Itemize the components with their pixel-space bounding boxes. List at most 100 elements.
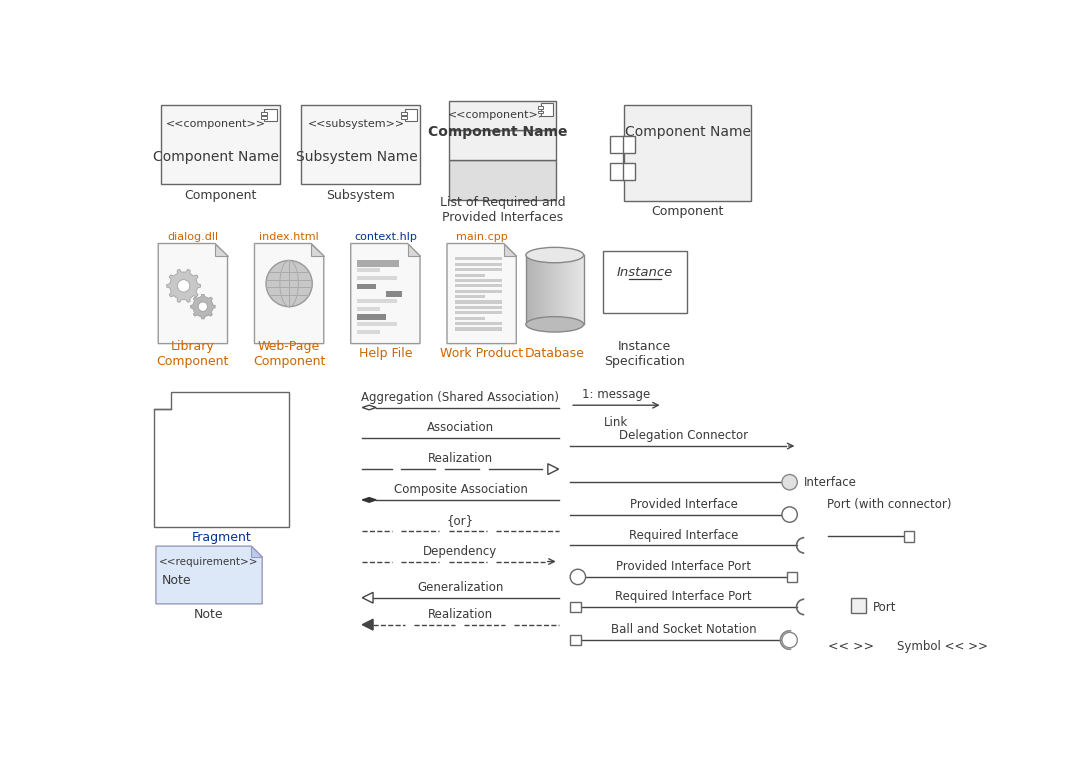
Bar (262, 116, 267, 118)
Polygon shape (215, 244, 228, 256)
Text: Port: Port (872, 601, 896, 614)
Text: dialog.dll: dialog.dll (167, 233, 218, 243)
Polygon shape (312, 244, 324, 256)
Circle shape (570, 569, 585, 584)
Bar (401, 116, 407, 118)
Polygon shape (362, 619, 373, 630)
Text: {or}: {or} (447, 514, 474, 527)
Text: Link: Link (604, 416, 629, 429)
Text: << >>: << >> (828, 640, 874, 653)
Text: Web-Page
Component: Web-Page Component (253, 340, 325, 368)
Text: Required Interface: Required Interface (629, 528, 738, 541)
Bar (262, 112, 267, 114)
Text: Interface: Interface (803, 475, 857, 489)
Bar (265, 109, 277, 121)
Polygon shape (156, 546, 263, 604)
Bar (448, 101, 556, 131)
Bar (455, 295, 485, 298)
Text: Component Name: Component Name (154, 150, 279, 164)
Bar (455, 284, 502, 287)
Text: Note: Note (194, 608, 223, 621)
Bar (401, 112, 407, 114)
Bar (455, 289, 502, 293)
Bar (610, 163, 634, 180)
Text: context.hlp: context.hlp (354, 233, 416, 243)
Polygon shape (252, 546, 263, 557)
Bar (455, 279, 502, 282)
Text: Note: Note (162, 574, 192, 587)
Text: Realization: Realization (428, 608, 493, 621)
Bar (448, 159, 556, 200)
Text: main.cpp: main.cpp (456, 233, 508, 243)
Polygon shape (362, 592, 373, 603)
Text: Required Interface Port: Required Interface Port (616, 590, 752, 603)
Bar (455, 317, 485, 320)
Bar (356, 330, 380, 334)
Polygon shape (167, 269, 201, 303)
Text: Dependency: Dependency (423, 545, 497, 558)
Bar (455, 322, 502, 325)
Bar (603, 251, 687, 313)
Bar (537, 107, 543, 109)
Bar (448, 131, 556, 159)
Ellipse shape (525, 247, 583, 263)
Bar (356, 314, 386, 320)
Bar (455, 328, 502, 331)
Polygon shape (254, 244, 324, 344)
Text: Ball and Socket Notation: Ball and Socket Notation (610, 623, 756, 636)
Text: Provided Interface: Provided Interface (630, 498, 738, 510)
Text: Subsystem: Subsystem (326, 188, 395, 202)
Circle shape (782, 633, 797, 648)
Bar (570, 601, 581, 612)
Polygon shape (351, 244, 420, 344)
Circle shape (266, 261, 312, 307)
Text: index.html: index.html (259, 233, 319, 243)
Text: Library
Component: Library Component (157, 340, 229, 368)
Text: Help File: Help File (359, 347, 412, 360)
Bar (541, 103, 554, 116)
Bar (301, 105, 420, 184)
Bar (904, 531, 915, 541)
Text: <<requirement>>: <<requirement>> (159, 556, 258, 566)
Polygon shape (191, 294, 215, 319)
Bar (625, 105, 751, 202)
Text: 1: message: 1: message (582, 388, 651, 401)
Bar (356, 276, 397, 280)
Bar (851, 598, 867, 613)
Bar (356, 283, 376, 289)
Text: Composite Association: Composite Association (393, 483, 528, 496)
Bar (356, 268, 380, 272)
Circle shape (782, 506, 797, 522)
Text: Component Name: Component Name (625, 124, 751, 138)
Polygon shape (504, 244, 517, 256)
Bar (455, 263, 502, 266)
Polygon shape (155, 392, 289, 527)
Text: Aggregation (Shared Association): Aggregation (Shared Association) (362, 391, 559, 404)
Polygon shape (447, 244, 517, 344)
Text: Component: Component (184, 188, 256, 202)
Bar (404, 109, 417, 121)
Bar (787, 572, 797, 582)
Text: Instance: Instance (617, 266, 673, 279)
Bar (386, 291, 401, 296)
Text: Instance
Specification: Instance Specification (605, 340, 686, 368)
Bar (356, 307, 380, 310)
Bar (356, 261, 399, 267)
Ellipse shape (525, 317, 583, 332)
Bar (356, 299, 397, 303)
Text: Realization: Realization (428, 452, 493, 465)
Bar (570, 635, 581, 646)
Text: Database: Database (525, 347, 584, 360)
Bar (160, 105, 280, 184)
Bar (610, 135, 634, 152)
Text: Work Product: Work Product (440, 347, 523, 360)
Text: <<subsystem>>: <<subsystem>> (308, 119, 405, 129)
Polygon shape (362, 498, 376, 503)
Text: Subsystem Name: Subsystem Name (295, 150, 417, 164)
Circle shape (782, 475, 797, 490)
Bar (455, 268, 502, 272)
Bar (455, 258, 502, 261)
Text: Generalization: Generalization (417, 581, 504, 594)
Text: Component Name: Component Name (428, 124, 568, 138)
Circle shape (178, 280, 190, 292)
